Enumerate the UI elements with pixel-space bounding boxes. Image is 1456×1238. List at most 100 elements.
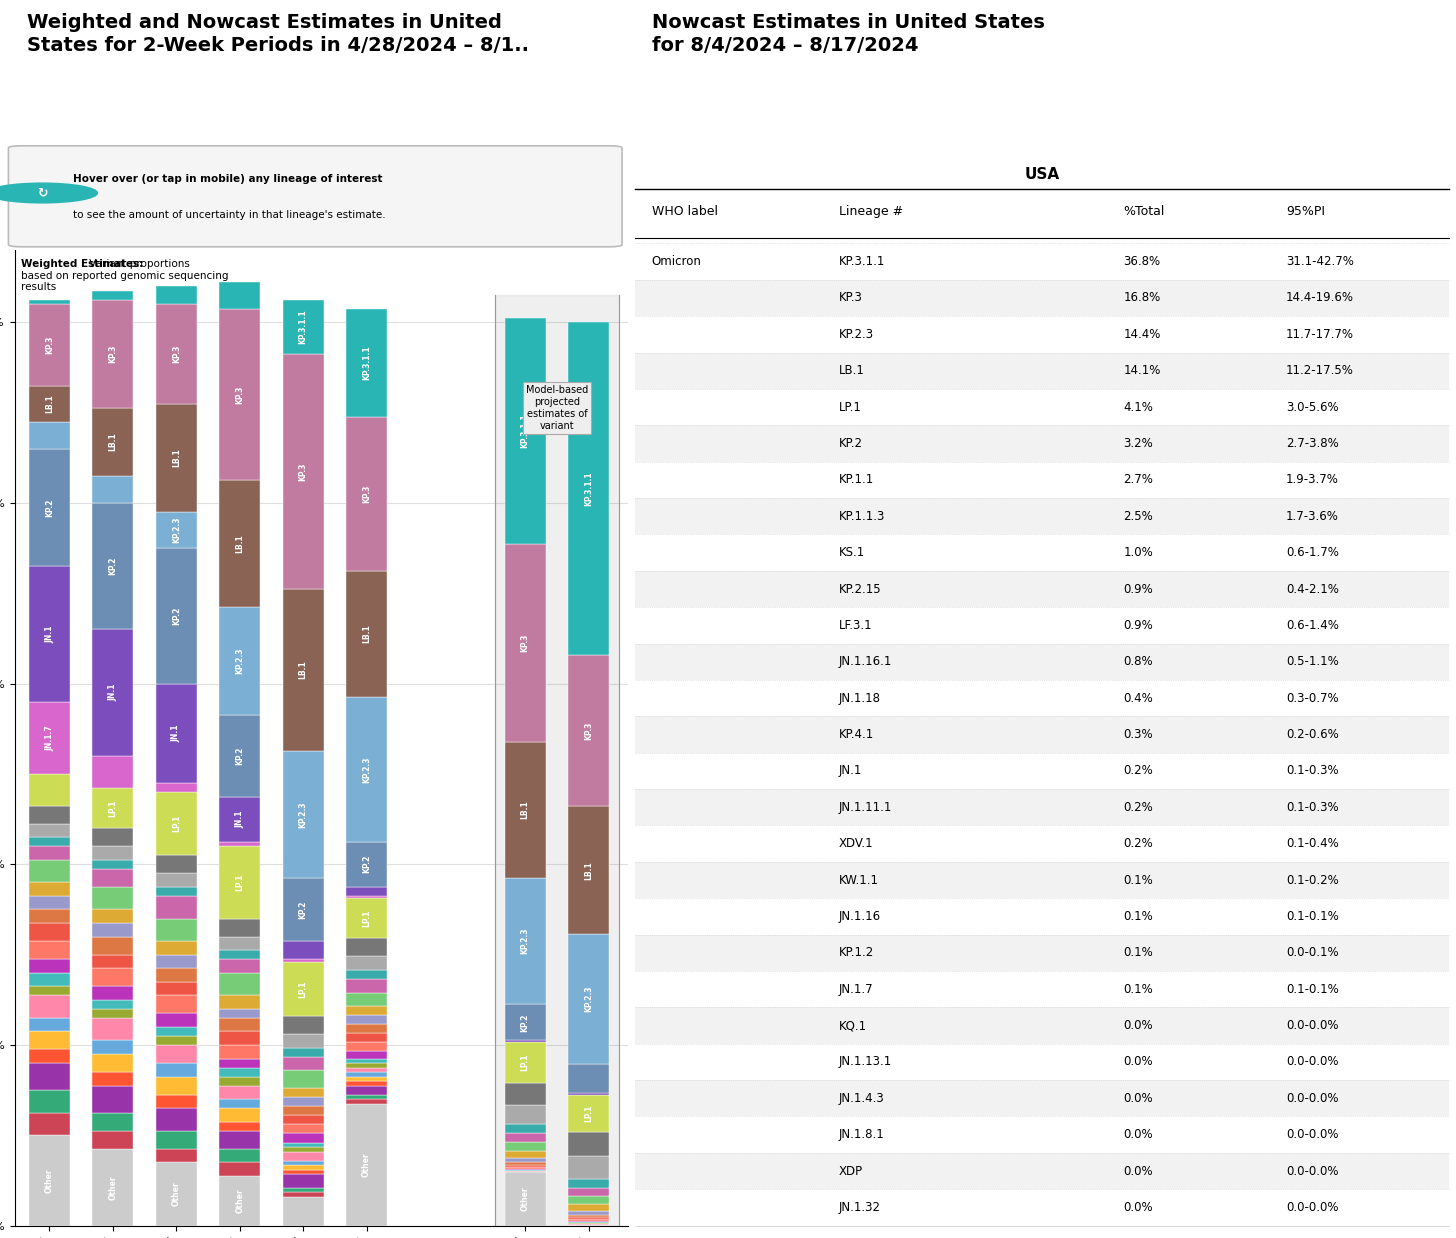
Bar bbox=[29, 1050, 70, 1063]
Bar bbox=[568, 1156, 609, 1179]
Text: 2.7-3.8%: 2.7-3.8% bbox=[1286, 437, 1338, 449]
Text: %Total: %Total bbox=[1124, 206, 1165, 218]
Text: KP.2.3: KP.2.3 bbox=[172, 516, 181, 543]
Text: KS.1: KS.1 bbox=[839, 546, 865, 560]
Bar bbox=[282, 1071, 323, 1088]
Bar bbox=[282, 1107, 323, 1115]
Text: KP.3: KP.3 bbox=[172, 344, 181, 363]
Text: KP.3: KP.3 bbox=[839, 291, 862, 305]
Bar bbox=[347, 1086, 387, 1094]
Text: KP.3: KP.3 bbox=[521, 634, 530, 652]
Text: LB.1: LB.1 bbox=[298, 661, 307, 680]
Bar bbox=[505, 1124, 546, 1133]
Bar bbox=[29, 941, 70, 959]
Bar bbox=[218, 1108, 261, 1122]
Bar bbox=[282, 1170, 323, 1174]
Bar bbox=[505, 1042, 546, 1083]
Bar bbox=[505, 1106, 546, 1124]
Bar bbox=[29, 385, 70, 422]
Bar bbox=[347, 1034, 387, 1042]
Text: KP.3.1.1: KP.3.1.1 bbox=[839, 255, 885, 269]
Bar bbox=[568, 1214, 609, 1217]
Bar bbox=[568, 1063, 609, 1093]
Text: LP.1: LP.1 bbox=[584, 1104, 593, 1122]
Text: 1.9-3.7%: 1.9-3.7% bbox=[1286, 473, 1340, 487]
Text: 0.4-2.1%: 0.4-2.1% bbox=[1286, 583, 1340, 595]
Text: LB.1: LB.1 bbox=[363, 625, 371, 644]
Bar bbox=[282, 1047, 323, 1057]
Text: KP.1.1: KP.1.1 bbox=[839, 473, 874, 487]
Text: 0.2%: 0.2% bbox=[1124, 764, 1153, 777]
Text: LP.1: LP.1 bbox=[298, 980, 307, 998]
Bar bbox=[282, 1187, 323, 1192]
Bar bbox=[92, 1072, 134, 1086]
Bar bbox=[347, 1103, 387, 1226]
FancyBboxPatch shape bbox=[635, 1153, 1449, 1190]
Text: XDV.1: XDV.1 bbox=[839, 837, 874, 851]
Bar bbox=[347, 1072, 387, 1077]
Bar bbox=[156, 1130, 197, 1149]
Bar bbox=[282, 941, 323, 959]
Text: 11.2-17.5%: 11.2-17.5% bbox=[1286, 364, 1354, 378]
Bar bbox=[92, 869, 134, 886]
Bar bbox=[218, 959, 261, 973]
Text: Other: Other bbox=[45, 1169, 54, 1192]
Bar bbox=[92, 1149, 134, 1226]
Text: 0.0-0.0%: 0.0-0.0% bbox=[1286, 1201, 1338, 1214]
Text: LP.1: LP.1 bbox=[521, 1054, 530, 1071]
Bar bbox=[568, 933, 609, 1063]
Bar bbox=[92, 1054, 134, 1072]
Text: KP.2: KP.2 bbox=[298, 900, 307, 919]
Text: JN.1.7: JN.1.7 bbox=[839, 983, 874, 995]
Bar bbox=[568, 1187, 609, 1196]
Bar bbox=[347, 993, 387, 1006]
Bar bbox=[156, 792, 197, 855]
Text: KW.1.1: KW.1.1 bbox=[839, 874, 878, 886]
Text: 0.1%: 0.1% bbox=[1124, 983, 1153, 995]
Text: ↻: ↻ bbox=[36, 187, 48, 199]
Bar bbox=[218, 937, 261, 950]
Bar bbox=[218, 995, 261, 1009]
Text: 3.0-5.6%: 3.0-5.6% bbox=[1286, 401, 1338, 413]
Text: 2.5%: 2.5% bbox=[1124, 510, 1153, 522]
Bar bbox=[505, 1162, 546, 1165]
Bar bbox=[347, 896, 387, 898]
Text: 1.0%: 1.0% bbox=[1124, 546, 1153, 560]
Bar bbox=[29, 566, 70, 702]
Bar bbox=[29, 837, 70, 847]
Bar bbox=[218, 1176, 261, 1226]
Bar bbox=[282, 1165, 323, 1170]
Text: 0.0-0.0%: 0.0-0.0% bbox=[1286, 1056, 1338, 1068]
Text: 0.2-0.6%: 0.2-0.6% bbox=[1286, 728, 1338, 742]
Text: 0.0%: 0.0% bbox=[1124, 1092, 1153, 1104]
Bar bbox=[92, 503, 134, 629]
Bar bbox=[505, 1004, 546, 1040]
Bar bbox=[156, 1162, 197, 1226]
Bar bbox=[218, 950, 261, 959]
Bar bbox=[92, 1113, 134, 1130]
Text: KP.2.3: KP.2.3 bbox=[363, 756, 371, 782]
Bar bbox=[347, 898, 387, 938]
Bar bbox=[156, 995, 197, 1014]
FancyBboxPatch shape bbox=[635, 1080, 1449, 1117]
Bar bbox=[29, 300, 70, 305]
Text: JN.1.32: JN.1.32 bbox=[839, 1201, 881, 1214]
Text: KP.3: KP.3 bbox=[584, 722, 593, 740]
Bar bbox=[218, 1018, 261, 1031]
Bar bbox=[218, 308, 261, 480]
Bar bbox=[156, 1045, 197, 1063]
Bar bbox=[29, 987, 70, 995]
Text: LP.1: LP.1 bbox=[839, 401, 862, 413]
Text: JN.1.18: JN.1.18 bbox=[839, 692, 881, 704]
Bar bbox=[92, 291, 134, 300]
Text: Omicron: Omicron bbox=[652, 255, 702, 269]
Bar bbox=[156, 886, 197, 896]
Bar bbox=[347, 697, 387, 842]
Bar bbox=[92, 1018, 134, 1040]
FancyBboxPatch shape bbox=[9, 146, 622, 246]
Text: KP.2: KP.2 bbox=[172, 607, 181, 625]
Bar bbox=[347, 1058, 387, 1063]
Text: 0.0%: 0.0% bbox=[1124, 1201, 1153, 1214]
Bar bbox=[347, 1067, 387, 1072]
Text: 0.1-0.1%: 0.1-0.1% bbox=[1286, 910, 1338, 922]
